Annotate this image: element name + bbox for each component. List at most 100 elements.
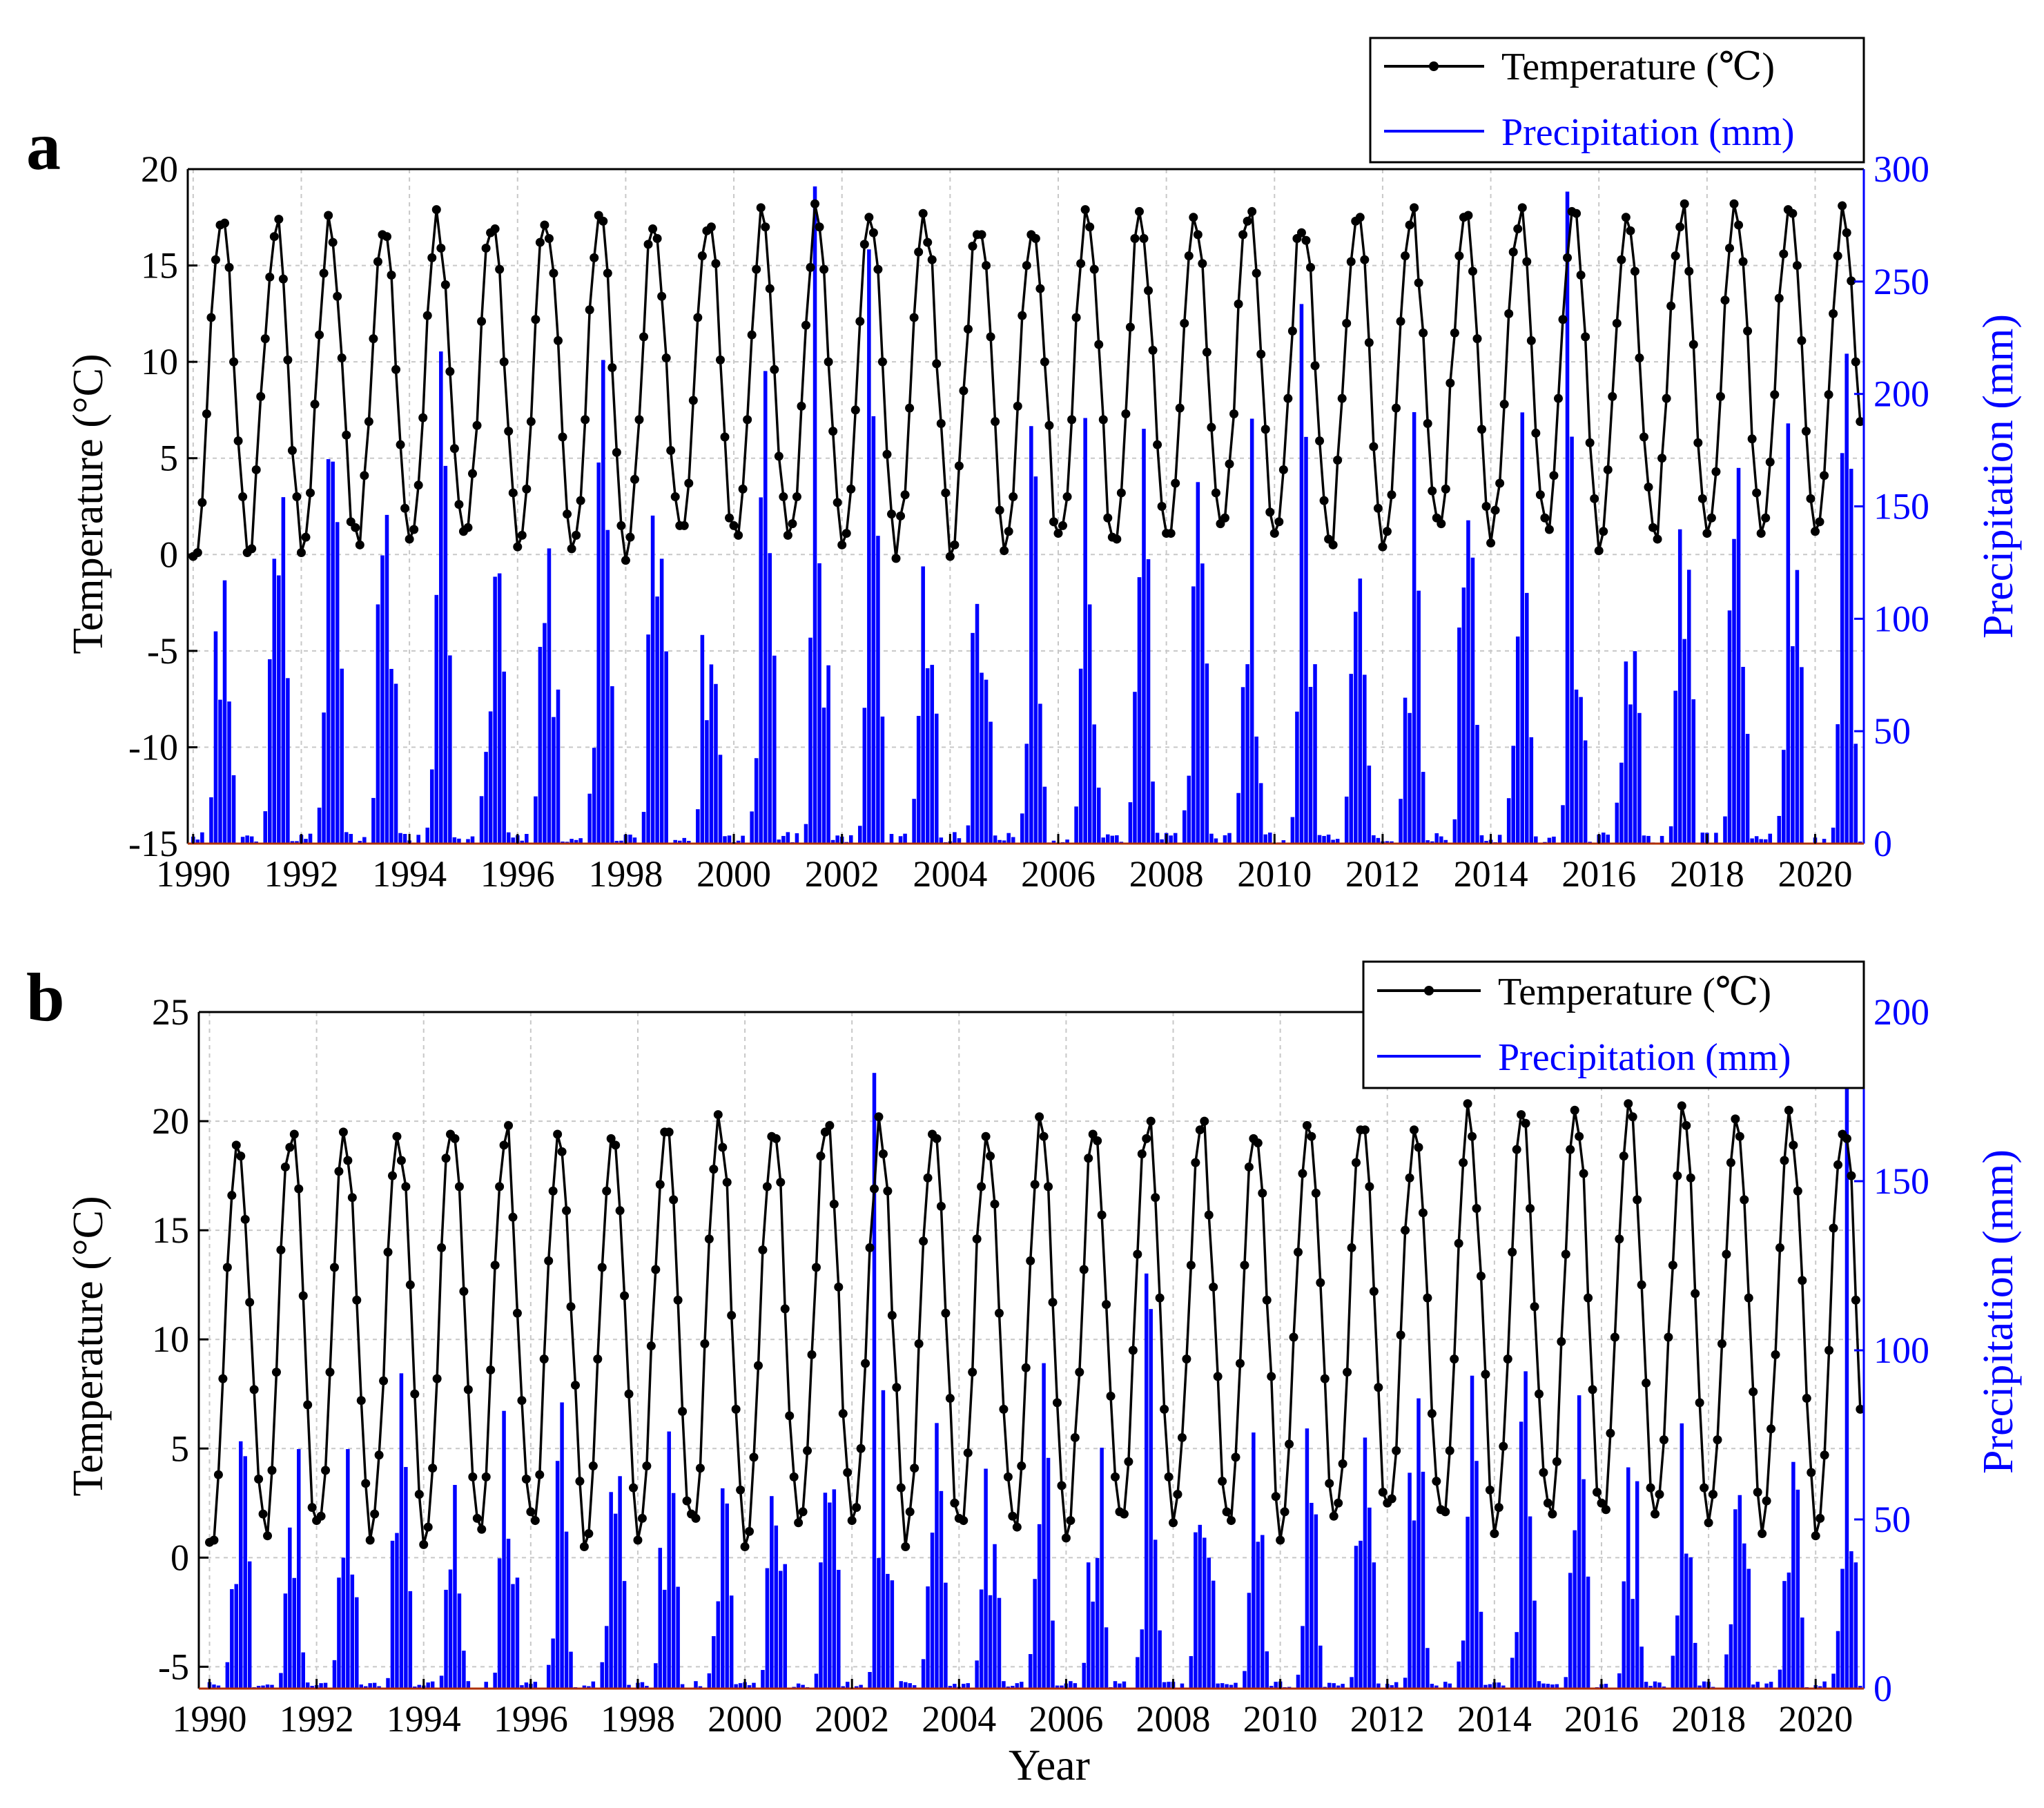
precip-bar [578,838,583,844]
precip-bar [425,827,430,844]
temperature-point [1621,213,1631,222]
temperature-point [783,530,792,540]
legend-a: Temperature (℃) Precipitation (mm) [1369,37,1865,164]
temperature-point [481,243,491,253]
precip-bar [1322,835,1326,844]
precip-bar [714,683,718,844]
temperature-point [838,1409,848,1419]
precip-bar [1586,1576,1590,1689]
precip-bar [1065,839,1069,844]
precip-bar [543,623,547,844]
precip-bar [270,1684,274,1689]
precip-bar [605,529,610,844]
precip-bar [687,841,691,844]
temperature-point [1252,269,1261,278]
precip-bar [1746,1568,1751,1689]
precip-bar [1470,557,1475,844]
precip-bar [1086,1562,1091,1689]
temperature-point [1615,1234,1624,1244]
x-tick-label: 2004 [922,1698,996,1740]
precip-bar [1732,538,1736,844]
precip-bar [515,1577,520,1689]
precip-bar [470,836,475,844]
temperature-point [365,1535,375,1545]
temperature-point [472,1513,482,1523]
temperature-point [298,1291,308,1301]
precip-bar [1581,1479,1586,1689]
temperature-point [387,271,396,280]
precip-bar [350,1574,355,1689]
precip-tick-labels-b: 0 50 100 150 200 [1873,991,1929,1709]
precipitation-bars-b [207,1012,1862,1689]
temp-tick-label: -5 [147,630,178,672]
temperature-point [1405,220,1414,230]
temperature-point [1302,1120,1312,1130]
temperature-point [850,405,860,415]
precip-bar [582,1685,587,1689]
temperature-point [1735,1131,1744,1141]
precip-bar [1350,1677,1354,1689]
temperature-point [941,488,951,498]
temperature-point [1184,251,1194,261]
precip-bar [1741,667,1745,844]
precip-bar [1372,835,1376,844]
temperature-point [743,415,752,425]
precip-bar [249,836,254,844]
temperature-point [1693,438,1703,447]
temperature-point [1829,1223,1838,1233]
temp-tick-label: 10 [141,341,178,382]
temperature-point [1666,301,1676,311]
temperature-point [1765,457,1775,467]
precip-bar [263,811,268,844]
precip-bar [1733,1509,1738,1689]
precip-bar [1520,412,1525,844]
temperature-point [865,1243,875,1252]
precip-bar [239,1441,243,1689]
precip-bar [1002,1681,1006,1689]
temperature-point [1142,1134,1151,1143]
precip-bar [304,839,308,844]
temperature-point [652,233,662,243]
precip-bar [245,835,249,844]
temperature-point [1558,315,1568,324]
precip-bar [1626,1467,1631,1689]
precip-bar [1399,799,1403,844]
x-tick-label: 1990 [156,853,231,895]
temperature-point [440,280,450,289]
panel-a: a 1990 1992 1994 1996 1998 2000 2002 2004 2006 20… [26,37,2022,895]
temperature-point [467,469,477,478]
precip-bar [466,839,470,844]
temperature-point [1798,1276,1807,1285]
precip-bar [1497,835,1502,844]
temperature-point [1531,428,1541,438]
temperature-point [657,291,667,301]
temperature-point [428,1464,438,1473]
temperature-point [1067,415,1077,425]
precip-bar [754,758,759,844]
legend-precip-label-b: Precipitation (mm) [1498,1036,1791,1079]
precip-bar [667,1431,671,1689]
temperature-point [1289,1332,1298,1342]
temperature-point [1579,1169,1588,1178]
temperature-point [1139,233,1149,243]
precip-bar [747,1685,752,1689]
temperature-point [206,313,216,322]
precip-bar [1317,835,1322,844]
temperature-point [289,1129,299,1139]
temperature-point [1229,409,1239,419]
temperature-point [1231,1452,1240,1462]
precip-bar [213,631,218,844]
precip-bar [676,1586,680,1689]
precip-bar [1434,833,1439,844]
temperature-point [572,530,581,540]
precip-bar [741,835,745,844]
precip-bar [1020,1682,1024,1689]
temperature-point [562,1206,572,1216]
temperature-point [1816,1513,1825,1523]
temperature-point [1724,243,1734,253]
x-tick-label: 2018 [1670,853,1744,895]
temperature-point [1066,1516,1075,1526]
temperature-point [567,544,576,554]
precip-bar [750,811,754,844]
temperature-point [405,1280,415,1290]
